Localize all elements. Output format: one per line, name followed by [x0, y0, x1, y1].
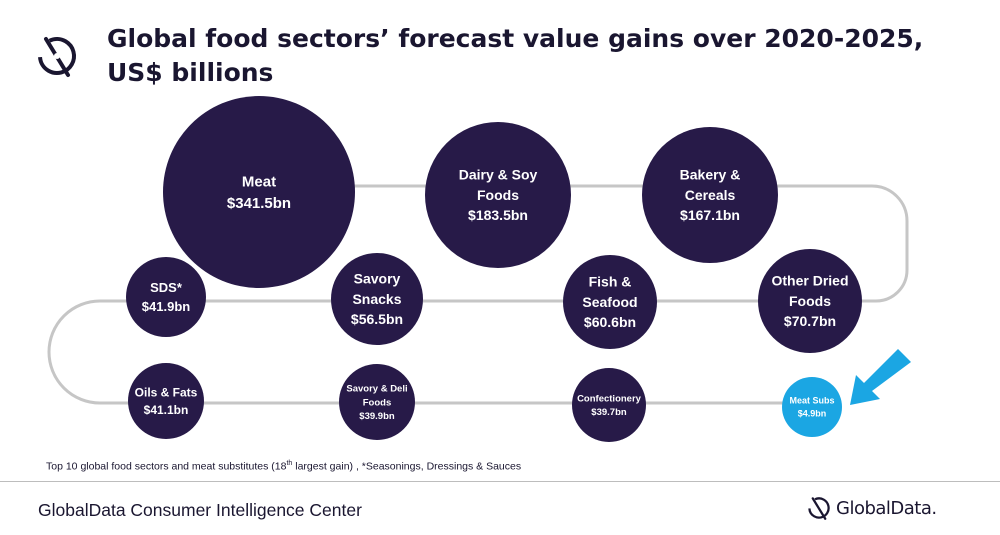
bubble-label-fish-seafood: Fish & Seafood $60.6bn [582, 274, 637, 331]
brand-logo: GlobalData. [806, 491, 937, 525]
bubble-savory-snacks [331, 253, 423, 345]
footnote-text: Top 10 global food sectors and meat subs… [46, 460, 287, 473]
bubble-label-dairy-soy-foods: Dairy & Soy Foods $183.5bn [459, 167, 538, 224]
bubble-fish-seafood [563, 255, 657, 349]
bubble-label-meat-subs: Meat Subs $4.9bn [789, 396, 834, 419]
bubble-label-sds: SDS* $41.9bn [142, 280, 190, 314]
bubble-bakery-cereals [642, 127, 778, 263]
source-credit: GlobalData Consumer Intelligence Center [38, 500, 362, 520]
footnote-text-end: largest gain) , *Seasonings, Dressings &… [292, 460, 522, 473]
bubble-meat-subs [782, 377, 842, 437]
footnote-superscript: th [286, 460, 293, 467]
bubble-label-bakery-cereals: Bakery & Cereals $167.1bn [680, 167, 741, 224]
chart-footnote: Top 10 global food sectors and meat subs… [46, 460, 521, 473]
bubble-label-savory-deli-foods: Savory & Deli Foods $39.9bn [346, 384, 407, 423]
bubble-label-meat: Meat $341.5bn [227, 173, 291, 212]
bubble-label-other-dried-foods: Other Dried Foods $70.7bn [771, 273, 848, 330]
bubble-chart: Meat $341.5bn Dairy & Soy Foods $183.5bn Bake… [47, 96, 911, 442]
globaldata-brand-icon [808, 497, 830, 520]
bubble-label-confectionery: Confectionery $39.7bn [577, 393, 642, 418]
bubble-dairy-soy-foods [425, 122, 571, 268]
brand-name: GlobalData. [836, 497, 937, 519]
bubble-meat [163, 96, 355, 288]
bubble-confectionery [572, 368, 646, 442]
bubble-label-oils-fats: Oils & Fats $41.1bn [135, 386, 198, 417]
page-title: Global food sectors’ forecast value gain… [107, 24, 924, 87]
bubble-sds [126, 257, 206, 337]
bubble-other-dried-foods [758, 249, 862, 353]
footer-divider [0, 481, 1000, 482]
bubble-label-savory-snacks: Savory Snacks $56.5bn [351, 271, 403, 328]
highlight-arrow-icon [850, 349, 911, 405]
globaldata-logo-icon [38, 37, 76, 77]
bubble-oils-fats [128, 363, 204, 439]
connector-path [47, 184, 909, 405]
bubble-savory-deli-foods [339, 364, 415, 440]
